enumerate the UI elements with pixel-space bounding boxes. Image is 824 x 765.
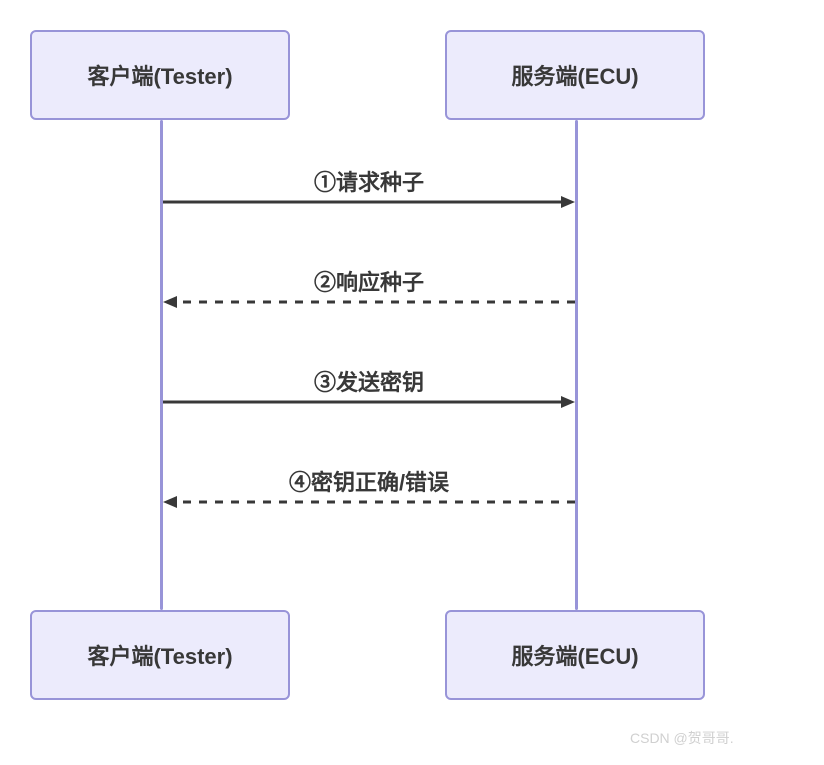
message-4-label: ④密钥正确/错误 bbox=[163, 465, 575, 497]
participant-client-bottom-label: 客户端(Tester) bbox=[87, 639, 232, 671]
message-4-arrow bbox=[163, 495, 575, 509]
lifeline-server bbox=[575, 120, 578, 610]
participant-client-bottom: 客户端(Tester) bbox=[30, 610, 290, 700]
message-1-arrow bbox=[163, 195, 575, 209]
participant-server-top: 服务端(ECU) bbox=[445, 30, 705, 120]
message-2-arrow bbox=[163, 295, 575, 309]
participant-server-top-label: 服务端(ECU) bbox=[511, 59, 638, 91]
participant-client-top: 客户端(Tester) bbox=[30, 30, 290, 120]
message-3-arrow bbox=[163, 395, 575, 409]
message-1-label: ①请求种子 bbox=[163, 165, 575, 197]
message-2-label: ②响应种子 bbox=[163, 265, 575, 297]
participant-client-top-label: 客户端(Tester) bbox=[87, 59, 232, 91]
participant-server-bottom: 服务端(ECU) bbox=[445, 610, 705, 700]
participant-server-bottom-label: 服务端(ECU) bbox=[511, 639, 638, 671]
message-3-label: ③发送密钥 bbox=[163, 365, 575, 397]
footer-watermark: CSDN @贺哥哥. bbox=[630, 728, 734, 748]
